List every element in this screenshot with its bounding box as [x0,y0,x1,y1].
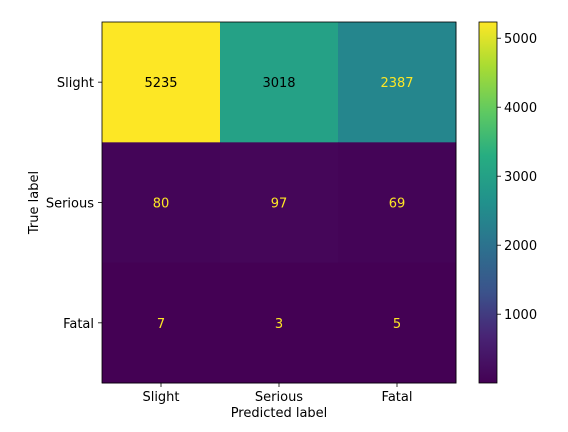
colorbar-tick-label: 2000 [504,239,537,254]
heatmap-cell [338,142,457,264]
heatmap-cells [102,22,457,384]
x-axis-ticks: Slight Serious Fatal [142,383,412,405]
x-tick-label: Serious [255,390,303,405]
colorbar [478,21,498,384]
colorbar-tick-label: 1000 [504,308,537,323]
x-axis-label: Predicted label [231,406,328,421]
cell-value-label: 3 [275,317,283,332]
cell-value-label: 5 [393,317,401,332]
colorbar-tick-label: 3000 [504,170,537,185]
heatmap-cell [338,22,457,143]
heatmap-cell [102,22,221,143]
y-axis-label: True label [27,171,42,235]
cell-value-label: 3018 [262,76,295,91]
colorbar-tick-label: 5000 [504,32,537,47]
colorbar-ticks: 1000 2000 3000 4000 5000 [497,32,537,323]
cell-value-label: 5235 [144,76,177,91]
y-tick-label: Slight [57,76,94,91]
cell-value-label: 80 [153,197,170,212]
heatmap-cell [220,22,339,143]
heatmap-cell [102,142,221,264]
cell-value-label: 7 [157,317,165,332]
heatmap-cell [338,262,457,384]
x-tick-label: Fatal [382,390,413,405]
heatmap-cell [220,142,339,264]
x-tick-label: Slight [142,390,179,405]
y-tick-label: Fatal [63,317,94,332]
heatmap-cell [220,262,339,384]
cell-value-label: 2387 [380,76,413,91]
colorbar-tick-label: 4000 [504,101,537,116]
heatmap-cell [102,262,221,384]
y-tick-label: Serious [46,197,94,212]
cell-value-label: 97 [271,197,288,212]
cell-value-labels: 5235 3018 2387 80 97 69 7 3 5 [144,76,413,332]
cell-value-label: 69 [389,197,406,212]
y-axis-ticks: Slight Serious Fatal [46,76,102,332]
